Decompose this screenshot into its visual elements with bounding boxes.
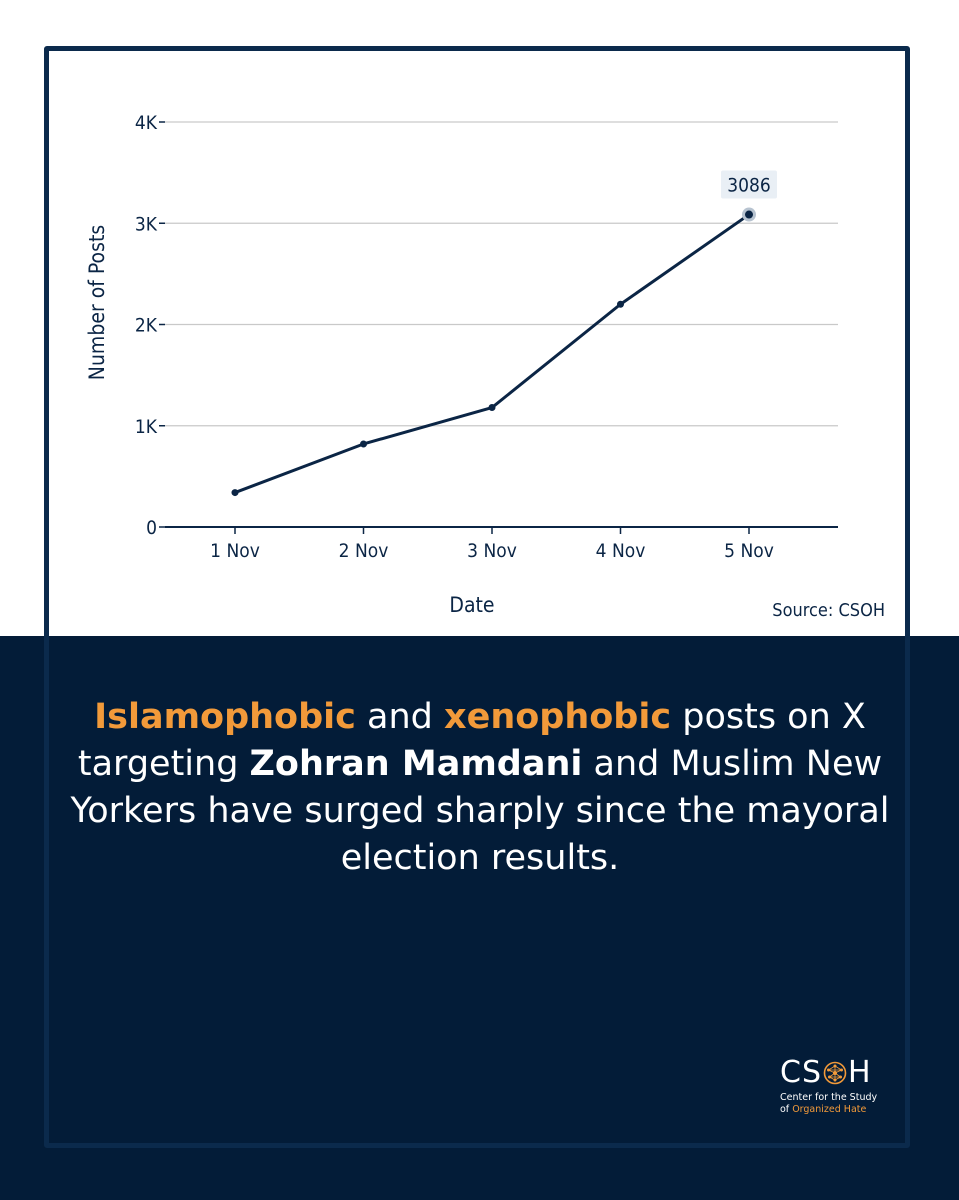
x-tick-label-4: 5 Nov — [724, 540, 774, 562]
x-tick-label-3: 4 Nov — [596, 540, 646, 562]
headline-text-2: posts on X targeting — [77, 697, 866, 784]
y-axis-title: Number of Posts — [85, 225, 109, 380]
x-tick-label-2: 3 Nov — [467, 540, 517, 562]
headline-accent-xenophobic: xenophobic — [444, 697, 672, 737]
logo-tagline-accent: Organized Hate — [792, 1104, 867, 1115]
series-line — [233, 213, 751, 495]
x-tick-label-0: 1 Nov — [210, 540, 260, 562]
headline-bold-name: Zohran Mamdani — [249, 744, 583, 784]
logo-wordmark-right: H — [848, 1055, 872, 1090]
y-tick-label-4: 4K — [135, 112, 158, 134]
annotation-label: 3086 — [727, 175, 771, 197]
logo-tagline: Center for the Study of Organized Hate — [780, 1092, 890, 1116]
headline-text-1: and — [355, 697, 445, 737]
y-tick-label-1: 1K — [135, 416, 158, 438]
outer-frame — [44, 46, 910, 1148]
logo-tagline-prefix: of — [780, 1104, 793, 1115]
annotation-box — [721, 170, 777, 199]
logo-wordmark: CS H — [780, 1058, 890, 1088]
data-point-4 — [745, 210, 753, 219]
y-tick-label-0: 0 — [146, 517, 157, 539]
caption-panel — [0, 636, 959, 1200]
line-chart: 0 1K 2K 3K 4K 1 Nov 2 Nov 3 Nov 4 Nov 5 Nov Date Nu… — [85, 112, 885, 621]
data-point-1 — [360, 440, 367, 448]
logo-wordmark-left: CS — [780, 1055, 822, 1090]
globe-network-icon — [823, 1061, 847, 1085]
headline-accent-islamophobic: Islamophobic — [94, 697, 356, 737]
data-point-2 — [488, 404, 496, 412]
headline: Islamophobic and xenophobic posts on X t… — [60, 694, 900, 882]
headline-text-3: and Muslim New Yorkers have surged sharp… — [70, 744, 890, 878]
logo-tagline-line1: Center for the Study — [780, 1092, 878, 1103]
logo-tagline-line2: of Organized Hate — [780, 1104, 890, 1116]
source-label: Source: CSOH — [772, 600, 885, 621]
csoh-logo: CS H Center for the Study of Organized H… — [780, 1058, 890, 1116]
x-tick-label-1: 2 Nov — [339, 540, 389, 562]
data-point-0 — [231, 489, 239, 497]
y-tick-label-2: 2K — [135, 315, 158, 337]
data-point-3 — [617, 300, 624, 308]
y-tick-label-3: 3K — [135, 213, 158, 235]
x-axis-title: Date — [449, 593, 494, 617]
chart-panel — [0, 0, 959, 636]
